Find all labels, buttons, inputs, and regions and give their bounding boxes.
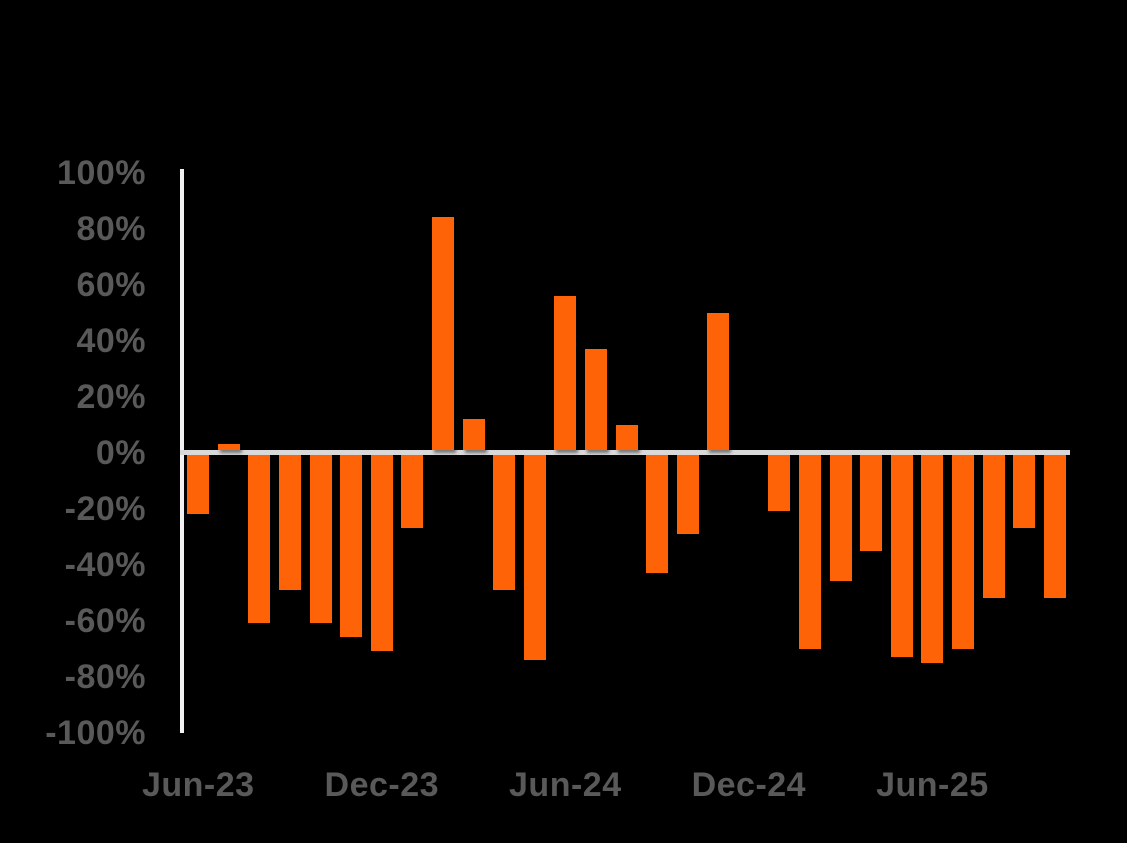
bar-Sep-23 bbox=[279, 455, 302, 590]
bar-Jul-25 bbox=[951, 455, 974, 649]
bar-Sep-25 bbox=[1013, 455, 1036, 529]
bar-Oct-24 bbox=[676, 455, 699, 534]
bar-Oct-23 bbox=[309, 455, 332, 624]
y-axis-tick-label: 0% bbox=[95, 433, 146, 472]
y-axis-tick-label: -100% bbox=[45, 713, 146, 752]
bar-Dec-23 bbox=[370, 455, 393, 652]
bar-Feb-24 bbox=[431, 217, 454, 450]
x-axis-tick-label: Dec-24 bbox=[691, 766, 807, 804]
bar-Jul-24 bbox=[584, 348, 607, 450]
bar-Oct-25 bbox=[1043, 455, 1066, 599]
y-axis-tick-label: 60% bbox=[76, 265, 146, 304]
bar-Aug-23 bbox=[248, 455, 271, 624]
bar-Jan-24 bbox=[401, 455, 424, 529]
bar-Nov-23 bbox=[340, 455, 363, 638]
x-axis-tick-label: Jun-23 bbox=[141, 766, 255, 804]
x-axis-tick-label: Jun-25 bbox=[876, 766, 989, 804]
y-axis-tick-label: 100% bbox=[57, 153, 146, 192]
y-axis-tick-label: 80% bbox=[76, 209, 146, 248]
bar-Jan-25 bbox=[768, 455, 791, 512]
bar-Apr-25 bbox=[860, 455, 883, 551]
bar-Jun-24 bbox=[554, 295, 577, 450]
x-axis-tick-label: Dec-23 bbox=[324, 766, 440, 804]
y-axis-tick-label: 40% bbox=[76, 321, 146, 360]
y-axis-tick-label: 20% bbox=[76, 377, 146, 416]
bar-Jun-25 bbox=[921, 455, 944, 663]
y-axis-tick-label: -80% bbox=[64, 657, 146, 696]
bar-Jul-23 bbox=[217, 444, 240, 450]
bar-Nov-24 bbox=[707, 312, 730, 450]
y-axis-tick-label: -60% bbox=[64, 601, 146, 640]
zero-baseline bbox=[180, 450, 1070, 455]
bar-Aug-25 bbox=[982, 455, 1005, 599]
bar-Jun-23 bbox=[187, 455, 210, 515]
bar-May-25 bbox=[890, 455, 913, 657]
bar-May-24 bbox=[523, 455, 546, 660]
bar-Feb-25 bbox=[799, 455, 822, 649]
x-axis-tick-label: Jun-24 bbox=[509, 766, 622, 804]
y-axis-tick-label: -20% bbox=[64, 489, 146, 528]
bar-Aug-24 bbox=[615, 424, 638, 450]
bar-Sep-24 bbox=[646, 455, 669, 573]
y-axis-tick-label: -40% bbox=[64, 545, 146, 584]
bar-Apr-24 bbox=[493, 455, 516, 590]
bar-Mar-25 bbox=[829, 455, 852, 582]
bar-Mar-24 bbox=[462, 418, 485, 450]
